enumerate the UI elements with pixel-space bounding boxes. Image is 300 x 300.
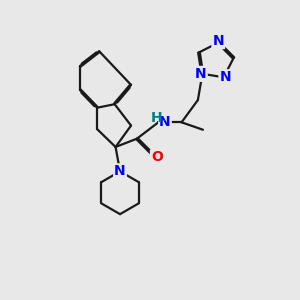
- Text: O: O: [151, 150, 163, 164]
- Text: N: N: [159, 115, 171, 129]
- Text: N: N: [195, 67, 207, 81]
- Text: H: H: [151, 111, 163, 125]
- Text: N: N: [212, 34, 224, 48]
- Text: N: N: [114, 164, 126, 178]
- Text: N: N: [219, 70, 231, 84]
